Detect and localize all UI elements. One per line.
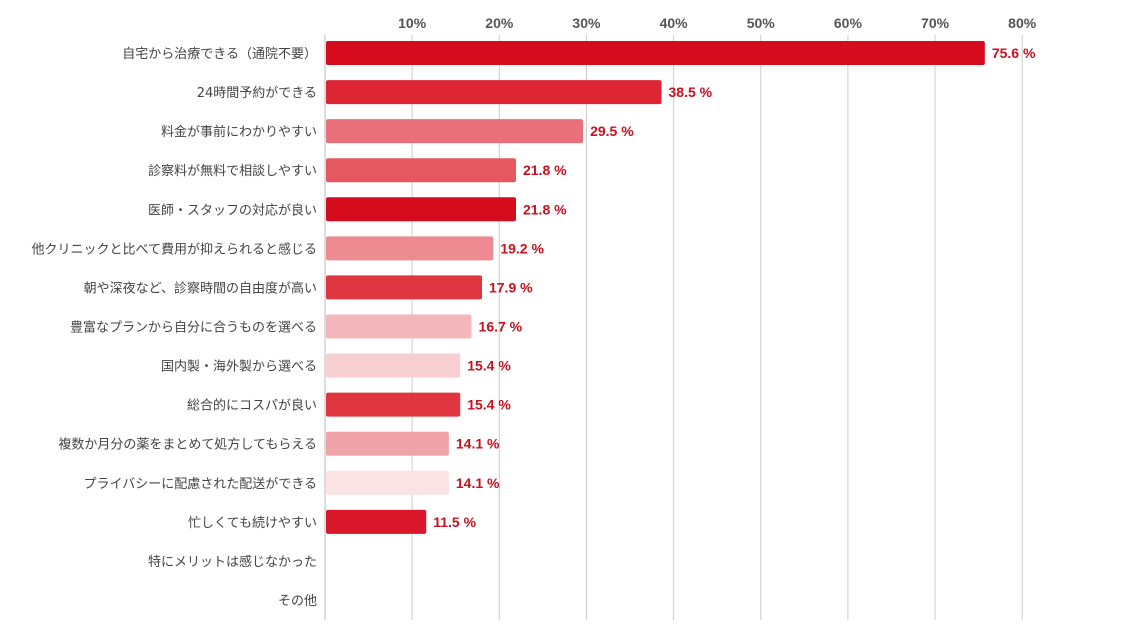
value-label: 17.9 % <box>489 279 533 295</box>
bar <box>326 314 472 339</box>
category-label: 自宅から治療できる（通院不要） <box>122 47 317 62</box>
category-label: 他クリニックと比べて費用が抑えられると感じる <box>32 241 317 257</box>
x-tick-label: 10% <box>398 15 427 31</box>
bar <box>326 236 494 261</box>
bars <box>326 41 985 534</box>
bar <box>326 431 449 456</box>
bar <box>326 509 427 534</box>
bar <box>326 392 461 417</box>
value-label: 11.5 % <box>433 514 476 530</box>
value-label: 38.5 % <box>669 84 713 100</box>
category-label: 豊富なプランから自分に合うものを選べる <box>70 319 317 335</box>
category-label: 特にメリットは感じなかった <box>148 554 317 570</box>
value-label: 29.5 % <box>590 123 634 139</box>
bar <box>326 158 516 183</box>
x-axis-ticks: 10% 20% 30% 40% 50% 60% 70% 80% <box>398 15 1037 31</box>
x-tick-label: 40% <box>660 15 689 31</box>
x-tick-label: 70% <box>921 15 950 31</box>
bar <box>326 275 482 300</box>
value-label: 21.8 % <box>523 201 567 217</box>
value-label: 14.1 % <box>456 475 500 491</box>
value-label: 15.4 % <box>467 397 511 413</box>
value-label: 16.7 % <box>479 318 523 334</box>
x-tick-label: 80% <box>1008 15 1037 31</box>
bar <box>326 197 516 222</box>
category-label: その他 <box>278 594 317 609</box>
bar <box>326 80 662 105</box>
bar <box>326 470 449 495</box>
category-label: 総合的にコスパが良い <box>187 398 317 414</box>
category-label: 朝や深夜など、診察時間の自由度が高い <box>84 280 317 296</box>
category-label: 複数か月分の薬をまとめて処方してもらえる <box>58 437 317 453</box>
category-label: 国内製・海外製から選べる <box>161 359 317 375</box>
bar <box>326 119 584 144</box>
category-label: 24時間予約ができる <box>197 86 317 101</box>
category-label: 診察料が無料で相談しやすい <box>148 163 317 179</box>
value-label: 15.4 % <box>467 358 511 374</box>
x-tick-label: 50% <box>747 15 776 31</box>
bar <box>326 353 461 378</box>
category-labels: 自宅から治療できる（通院不要） 24時間予約ができる料金が事前にわかりやすい診察料… <box>32 47 317 609</box>
value-label: 21.8 % <box>523 162 567 178</box>
value-label: 75.6 % <box>992 45 1036 61</box>
value-label: 14.1 % <box>456 436 500 452</box>
category-label: 忙しくても続けやすい <box>188 516 317 531</box>
x-tick-label: 30% <box>572 15 601 31</box>
bar <box>326 41 985 65</box>
x-tick-label: 60% <box>834 15 863 31</box>
category-label: 料金が事前にわかりやすい <box>161 124 317 140</box>
category-label: プライバシーに配慮された配送ができる <box>84 477 317 492</box>
value-labels: 75.6 % 38.5 % 29.5 % 21.8 % 21.8 % 19.2 % 17.9… <box>433 45 1036 530</box>
category-label: 医師・スタッフの対応が良い <box>148 202 317 218</box>
value-label: 19.2 % <box>500 240 544 256</box>
x-tick-label: 20% <box>485 15 514 31</box>
